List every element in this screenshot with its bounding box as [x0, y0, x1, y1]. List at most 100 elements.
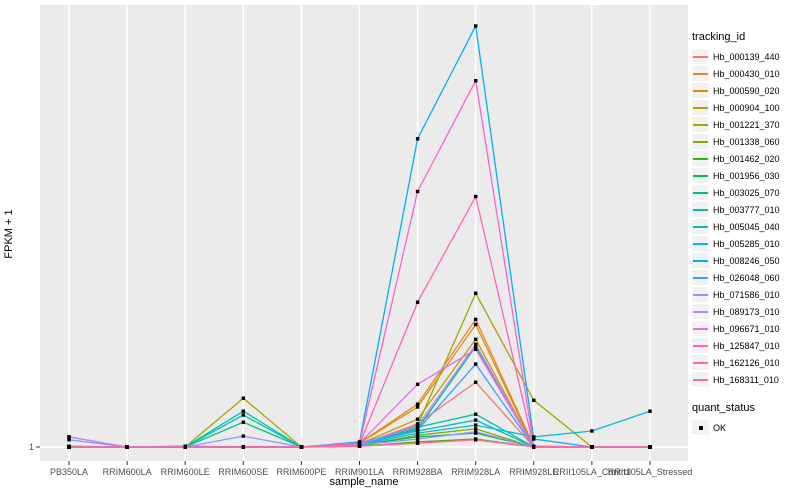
data-point [415, 437, 420, 441]
data-point [241, 396, 245, 400]
legend: tracking_id Hb_000139_440 Hb_000430_010 Hb… [692, 31, 780, 436]
data-point [415, 405, 420, 409]
x-tick-label: RRII105LA_Stressed [607, 467, 693, 477]
legend-item-label: Hb_001462_020 [713, 153, 780, 164]
legend-item-Hb_001338_060: Hb_001338_060 [692, 133, 780, 150]
legend-item-Hb_000904_100: Hb_000904_100 [692, 99, 780, 116]
data-point [474, 24, 478, 28]
legend-item-label: Hb_125847_010 [713, 340, 780, 351]
legend-quant: quant_status OK [692, 402, 780, 436]
data-point [415, 424, 420, 428]
legend-key-icon [692, 185, 709, 200]
legend-key-icon [692, 151, 709, 166]
legend-key-icon [692, 372, 709, 387]
data-point [474, 291, 478, 295]
legend-item-label: Hb_162126_010 [713, 357, 780, 368]
legend-key-icon [692, 253, 709, 268]
data-point [532, 437, 536, 441]
legend-key-icon [692, 236, 709, 251]
legend-item-label: Hb_000590_020 [713, 85, 780, 96]
data-point [648, 409, 652, 413]
x-tick-label: RRII105LA_Control [552, 467, 631, 477]
x-tick-label: RRIM600SE [218, 467, 269, 477]
data-point [357, 444, 362, 448]
legend-item-Hb_071586_010: Hb_071586_010 [692, 286, 780, 303]
legend-tracking-items: Hb_000139_440 Hb_000430_010 Hb_000590_020 H… [692, 48, 780, 388]
data-point [241, 434, 245, 438]
legend-key-icon [692, 321, 709, 336]
data-point [474, 362, 478, 366]
legend-item-Hb_000139_440: Hb_000139_440 [692, 48, 780, 65]
data-point [415, 441, 420, 445]
data-point [474, 344, 478, 349]
legend-quant-item: OK [692, 419, 780, 436]
data-point [415, 382, 420, 386]
data-point [415, 300, 420, 304]
data-point [415, 435, 420, 439]
data-point [241, 445, 245, 449]
legend-key-icon [692, 168, 709, 183]
data-point [415, 417, 420, 421]
data-point [474, 337, 478, 341]
legend-item-label: Hb_000904_100 [713, 102, 780, 113]
legend-key-icon [692, 83, 709, 98]
data-point [590, 445, 594, 449]
legend-key-icon [692, 49, 709, 64]
legend-item-label: Hb_003777_010 [713, 204, 780, 215]
data-point [67, 445, 71, 449]
panel-background [40, 5, 688, 461]
legend-item-Hb_162126_010: Hb_162126_010 [692, 354, 780, 371]
data-point [474, 79, 478, 83]
legend-key-icon [692, 287, 709, 302]
legend-item-label: Hb_003025_070 [713, 187, 780, 198]
x-tick-label: RRIM928LE [509, 467, 559, 477]
data-point [474, 412, 478, 416]
data-point [415, 428, 420, 432]
legend-item-label: Hb_005285_010 [713, 238, 780, 249]
data-point [241, 413, 245, 417]
legend-item-Hb_001956_030: Hb_001956_030 [692, 167, 780, 184]
y-axis-title: FPKM + 1 [3, 209, 15, 259]
data-point [357, 442, 362, 446]
data-point [648, 445, 652, 449]
x-tick-label: RRIM928LA [451, 467, 501, 477]
x-tick-label: RRIM901LA [334, 467, 385, 477]
data-point [67, 435, 71, 439]
data-point [474, 380, 478, 384]
legend-key-icon [692, 66, 709, 81]
data-point [474, 418, 478, 422]
legend-key-icon [692, 117, 709, 132]
legend-item-label: Hb_096671_010 [713, 323, 780, 334]
legend-item-label: Hb_001221_370 [713, 119, 780, 130]
legend-key-icon [692, 202, 709, 217]
legend-item-label: Hb_005045_040 [713, 221, 780, 232]
legend-key-icon [692, 355, 709, 370]
data-point [241, 409, 245, 413]
legend-tracking-title: tracking_id [692, 31, 746, 43]
legend-item-Hb_096671_010: Hb_096671_010 [692, 320, 780, 337]
legend-item-label: Hb_089173_010 [713, 306, 780, 317]
data-point [474, 427, 478, 431]
data-point [474, 430, 478, 434]
data-point [590, 429, 594, 433]
data-point [532, 435, 536, 439]
legend-key-icon [692, 100, 709, 115]
legend-key-icon [692, 304, 709, 319]
legend-item-Hb_000590_020: Hb_000590_020 [692, 82, 780, 99]
legend-item-Hb_001221_370: Hb_001221_370 [692, 116, 780, 133]
legend-item-Hb_005045_040: Hb_005045_040 [692, 218, 780, 235]
data-point [474, 423, 478, 427]
legend-item-Hb_168311_010: Hb_168311_010 [692, 371, 780, 388]
legend-item-label: Hb_026048_060 [713, 272, 780, 283]
quant-status-key-icon [692, 420, 709, 435]
legend-item-Hb_125847_010: Hb_125847_010 [692, 337, 780, 354]
legend-item-label: Hb_001338_060 [713, 136, 780, 147]
legend-item-Hb_008246_050: Hb_008246_050 [692, 252, 780, 269]
data-point [67, 438, 71, 442]
data-point [474, 342, 478, 346]
legend-item-label: Hb_168311_010 [713, 374, 779, 385]
legend-item-label: Hb_000139_440 [713, 51, 780, 62]
x-tick-label: RRIM600LE [160, 467, 210, 477]
